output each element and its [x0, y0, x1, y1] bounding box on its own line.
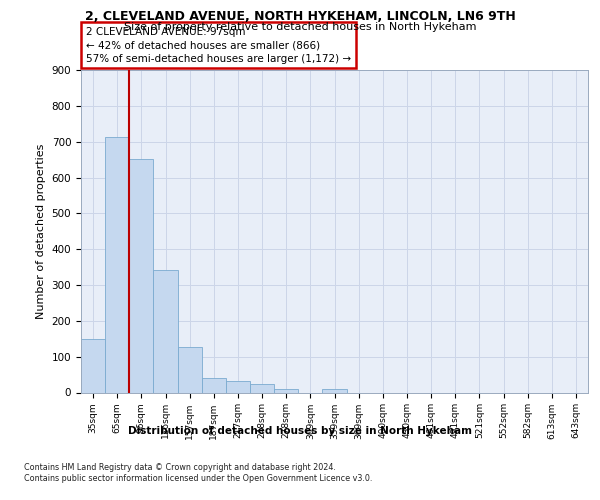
Bar — [105, 136, 129, 392]
Text: Contains HM Land Registry data © Crown copyright and database right 2024.: Contains HM Land Registry data © Crown c… — [24, 462, 336, 471]
Bar — [202, 378, 226, 392]
Y-axis label: Number of detached properties: Number of detached properties — [36, 144, 46, 319]
Bar — [322, 389, 347, 392]
Text: 2, CLEVELAND AVENUE, NORTH HYKEHAM, LINCOLN, LN6 9TH: 2, CLEVELAND AVENUE, NORTH HYKEHAM, LINC… — [85, 10, 515, 23]
Bar — [154, 270, 178, 392]
Bar — [226, 380, 250, 392]
Text: Contains public sector information licensed under the Open Government Licence v3: Contains public sector information licen… — [24, 474, 373, 483]
Text: Distribution of detached houses by size in North Hykeham: Distribution of detached houses by size … — [128, 426, 472, 436]
Bar — [129, 158, 154, 392]
Bar — [81, 339, 105, 392]
Bar — [250, 384, 274, 392]
Text: Size of property relative to detached houses in North Hykeham: Size of property relative to detached ho… — [124, 22, 476, 32]
Text: 2 CLEVELAND AVENUE: 97sqm
← 42% of detached houses are smaller (866)
57% of semi: 2 CLEVELAND AVENUE: 97sqm ← 42% of detac… — [86, 27, 351, 64]
Bar — [178, 346, 202, 393]
Bar — [274, 389, 298, 392]
